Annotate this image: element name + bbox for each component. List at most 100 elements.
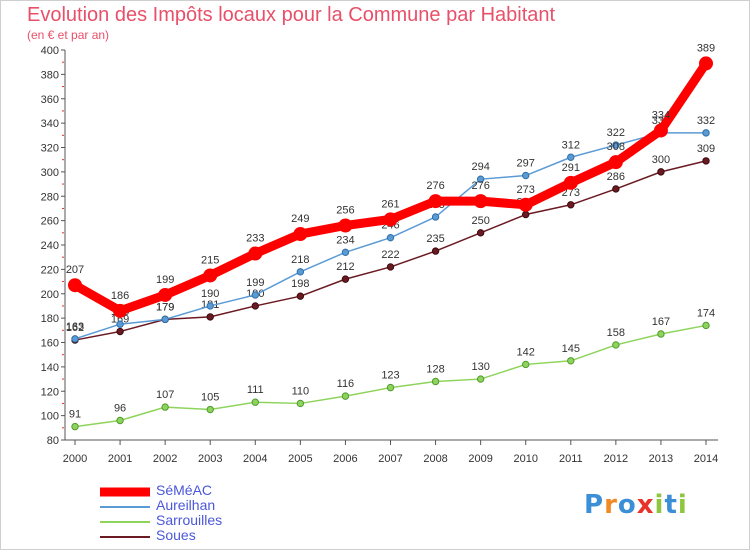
- data-label: 207: [66, 264, 84, 276]
- data-point: [476, 375, 485, 383]
- data-label: 234: [336, 234, 354, 246]
- data-label: 215: [201, 254, 219, 266]
- data-label: 235: [426, 233, 444, 245]
- x-tick-label: 2002: [153, 453, 177, 465]
- data-label: 116: [337, 378, 355, 390]
- y-tick-label: 200: [41, 289, 59, 301]
- data-point: [702, 129, 710, 137]
- chart-title: Evolution des Impôts locaux pour la Comm…: [27, 4, 556, 26]
- y-tick-label: 320: [41, 143, 59, 155]
- x-tick-label: 2011: [559, 453, 583, 465]
- logo-letter: i: [677, 490, 688, 520]
- y-tick-label: 80: [47, 435, 59, 447]
- data-point: [116, 416, 124, 425]
- legend-label-semeac: SéMéAC: [156, 482, 213, 498]
- y-tick-label: 160: [41, 338, 59, 350]
- data-label: 107: [156, 389, 174, 401]
- y-tick-label: 180: [41, 313, 59, 325]
- data-point: [431, 377, 440, 386]
- data-label: 179: [156, 301, 174, 313]
- data-point: [251, 302, 259, 310]
- data-point: [612, 185, 620, 193]
- data-label: 312: [562, 139, 580, 151]
- data-point: [612, 341, 620, 349]
- data-point: [113, 303, 128, 318]
- data-point: [296, 399, 305, 408]
- data-label: 130: [471, 361, 489, 373]
- x-tick-label: 2003: [198, 453, 222, 465]
- x-tick-label: 2009: [468, 453, 492, 465]
- data-point: [116, 327, 124, 336]
- legend-label-sarrouilles: Sarrouilles: [156, 512, 223, 528]
- data-point: [518, 197, 533, 212]
- data-point: [476, 229, 485, 237]
- logo-letter: t: [664, 490, 678, 520]
- data-label: 190: [201, 288, 219, 300]
- data-label: 169: [111, 314, 129, 326]
- data-point: [296, 268, 305, 276]
- data-label: 233: [246, 233, 264, 245]
- data-label: 250: [471, 215, 489, 227]
- data-point: [522, 171, 530, 180]
- data-point: [158, 287, 173, 302]
- logo-letter: P: [584, 490, 605, 520]
- legend-swatch-sarrouilles: [100, 520, 150, 523]
- data-label: 96: [114, 403, 126, 415]
- data-label: 291: [562, 162, 580, 174]
- data-point: [699, 56, 713, 71]
- data-point: [341, 275, 350, 283]
- data-point: [608, 155, 623, 170]
- legend-swatch-soues: [100, 535, 150, 538]
- data-point: [657, 330, 665, 338]
- data-label: 297: [517, 158, 535, 170]
- data-label: 128: [426, 364, 444, 376]
- data-label: 123: [381, 370, 399, 382]
- y-tick-label: 360: [41, 94, 59, 106]
- data-point: [341, 392, 350, 400]
- y-tick-label: 240: [41, 240, 59, 252]
- data-label: 256: [336, 205, 354, 217]
- data-point: [563, 175, 578, 190]
- data-point: [206, 405, 214, 414]
- data-label: 186: [111, 290, 129, 302]
- data-point: [71, 422, 79, 431]
- data-point: [386, 233, 395, 242]
- legend-label-aureilhan: Aureilhan: [156, 497, 216, 513]
- data-point: [476, 175, 485, 183]
- data-label: 222: [381, 249, 399, 261]
- y-tick-label: 280: [41, 191, 59, 203]
- logo-letter: r: [604, 490, 618, 520]
- proxiti-logo: Proxiti: [584, 490, 688, 520]
- data-point: [71, 335, 79, 343]
- x-tick-label: 2004: [243, 453, 267, 465]
- x-tick-label: 2010: [513, 453, 537, 465]
- x-tick-label: 2000: [63, 453, 87, 465]
- data-label: 174: [697, 307, 715, 319]
- data-label: 218: [291, 254, 309, 266]
- data-label: 309: [697, 143, 715, 155]
- data-point: [386, 383, 395, 392]
- logo-letter: x: [636, 490, 655, 520]
- x-tick-label: 2012: [604, 453, 628, 465]
- data-label: 199: [246, 277, 264, 289]
- data-point: [431, 247, 440, 255]
- data-point: [338, 218, 353, 233]
- data-label: 179: [156, 301, 174, 313]
- y-tick-label: 260: [41, 216, 59, 228]
- data-point: [161, 315, 169, 324]
- data-point: [567, 357, 575, 365]
- data-point: [203, 268, 218, 283]
- data-label: 276: [471, 180, 489, 192]
- data-point: [567, 201, 575, 209]
- data-label: 158: [607, 327, 625, 339]
- data-label: 105: [201, 392, 219, 404]
- data-label: 111: [247, 384, 264, 396]
- y-tick-label: 120: [41, 386, 59, 398]
- y-tick-label: 400: [41, 45, 59, 57]
- data-point: [612, 141, 620, 149]
- data-point: [206, 313, 214, 321]
- data-label: 294: [471, 161, 489, 173]
- data-label: 286: [607, 171, 625, 183]
